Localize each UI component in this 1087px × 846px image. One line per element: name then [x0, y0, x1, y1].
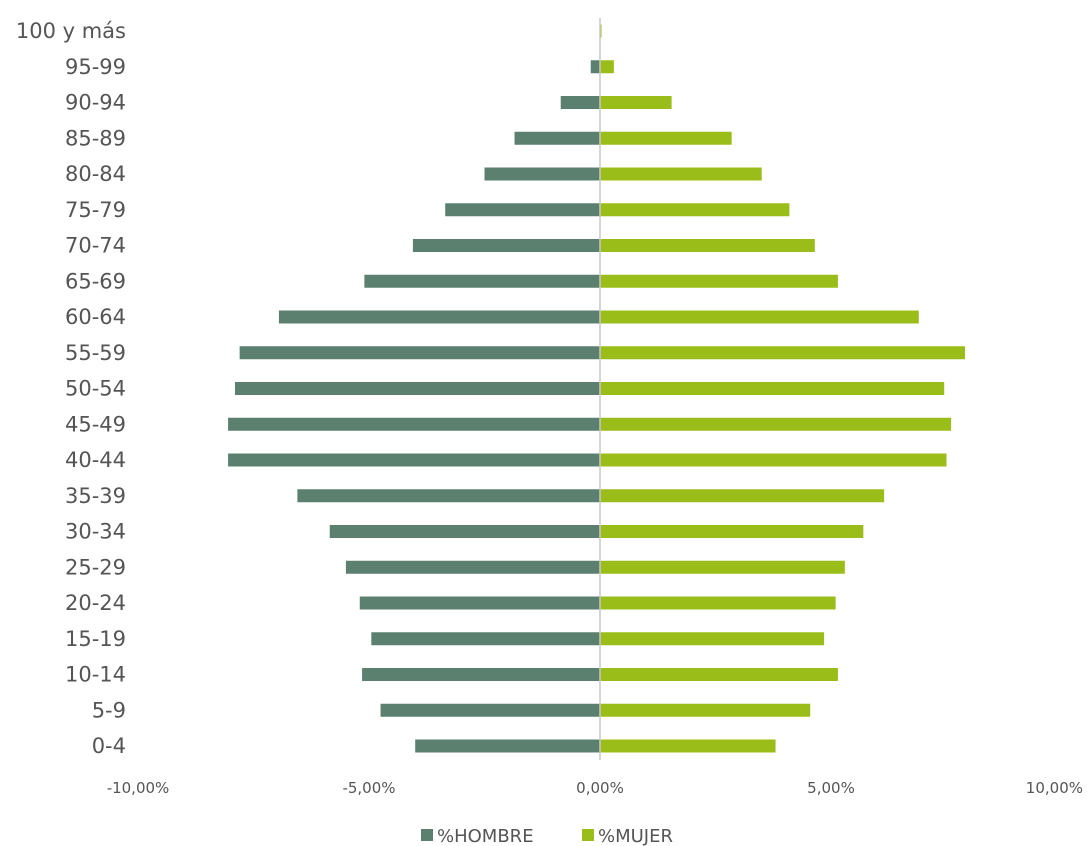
category-label-60-64: 60-64 — [65, 305, 126, 329]
bar-mujer-40-44 — [600, 453, 947, 467]
x-tick-label: 0,00% — [576, 779, 624, 797]
series-mujer-bars — [600, 24, 965, 753]
bar-mujer-15-19 — [600, 632, 825, 646]
bar-hombre-95-99 — [590, 60, 600, 74]
category-label-90-94: 90-94 — [65, 91, 126, 115]
legend: %HOMBRE %MUJER — [421, 826, 673, 846]
category-label-100-y-m-s: 100 y más — [16, 19, 126, 43]
category-label-95-99: 95-99 — [65, 55, 126, 79]
bar-mujer-85-89 — [600, 131, 732, 145]
bar-hombre-10-14 — [362, 668, 600, 681]
bar-mujer-70-74 — [600, 239, 815, 252]
series-hombre-bars — [228, 60, 600, 753]
bar-hombre-30-34 — [329, 525, 600, 538]
bar-hombre-45-49 — [228, 417, 600, 431]
category-labels: 100 y más 95-99 90-94 85-89 80-84 75-79 70-74 6… — [16, 19, 126, 758]
category-label-85-89: 85-89 — [65, 126, 126, 150]
category-label-50-54: 50-54 — [65, 377, 126, 401]
bar-mujer-55-59 — [600, 346, 965, 360]
category-label-40-44: 40-44 — [65, 448, 126, 472]
category-label-80-84: 80-84 — [65, 162, 126, 186]
category-label-10-14: 10-14 — [65, 663, 126, 687]
category-label-25-29: 25-29 — [65, 555, 126, 579]
bar-mujer-90-94 — [600, 96, 672, 109]
bar-hombre-90-94 — [560, 96, 600, 109]
bar-hombre-25-29 — [345, 560, 600, 574]
bar-hombre-50-54 — [235, 382, 600, 395]
legend-swatch-mujer — [582, 829, 594, 841]
bar-mujer-75-79 — [600, 203, 790, 217]
x-tick-label: 10,00% — [1026, 779, 1083, 797]
legend-label-mujer: %MUJER — [598, 826, 673, 846]
category-label-35-39: 35-39 — [65, 484, 126, 508]
category-label-30-34: 30-34 — [65, 520, 126, 544]
bar-mujer-35-39 — [600, 489, 885, 503]
bar-hombre-0-4 — [415, 739, 600, 753]
bar-hombre-65-69 — [364, 274, 600, 288]
bar-mujer-45-49 — [600, 417, 952, 431]
bar-hombre-70-74 — [412, 239, 600, 252]
bar-mujer-50-54 — [600, 382, 945, 395]
category-label-55-59: 55-59 — [65, 341, 126, 365]
category-label-75-79: 75-79 — [65, 198, 126, 222]
category-label-20-24: 20-24 — [65, 591, 126, 615]
x-tick-label: -5,00% — [342, 779, 395, 797]
bar-mujer-10-14 — [600, 668, 838, 681]
bar-mujer-0-4 — [600, 739, 776, 753]
category-label-15-19: 15-19 — [65, 627, 126, 651]
bar-hombre-40-44 — [228, 453, 600, 467]
category-label-0-4: 0-4 — [92, 734, 126, 758]
bar-hombre-85-89 — [514, 131, 600, 145]
bar-hombre-35-39 — [297, 489, 600, 503]
bar-hombre-80-84 — [484, 167, 600, 181]
bar-mujer-65-69 — [600, 274, 838, 288]
bar-mujer-25-29 — [600, 560, 845, 574]
legend-label-hombre: %HOMBRE — [437, 826, 534, 846]
bar-hombre-75-79 — [445, 203, 600, 217]
bar-hombre-20-24 — [359, 596, 600, 610]
category-label-45-49: 45-49 — [65, 412, 126, 436]
bar-mujer-60-64 — [600, 310, 919, 324]
category-label-70-74: 70-74 — [65, 234, 126, 258]
bar-hombre-15-19 — [371, 632, 600, 646]
bar-mujer-20-24 — [600, 596, 836, 610]
x-axis-tick-labels: -10,00% -5,00% 0,00% 5,00% 10,00% — [107, 779, 1083, 797]
bar-mujer-30-34 — [600, 525, 864, 538]
bar-mujer-95-99 — [600, 60, 614, 74]
category-label-5-9: 5-9 — [92, 698, 126, 722]
bar-mujer-5-9 — [600, 703, 811, 717]
legend-swatch-hombre — [421, 829, 433, 841]
x-tick-label: 5,00% — [807, 779, 855, 797]
category-label-65-69: 65-69 — [65, 269, 126, 293]
bar-hombre-55-59 — [239, 346, 600, 360]
bar-hombre-5-9 — [380, 703, 600, 717]
x-tick-label: -10,00% — [107, 779, 170, 797]
bar-hombre-60-64 — [278, 310, 600, 324]
bar-mujer-80-84 — [600, 167, 762, 181]
